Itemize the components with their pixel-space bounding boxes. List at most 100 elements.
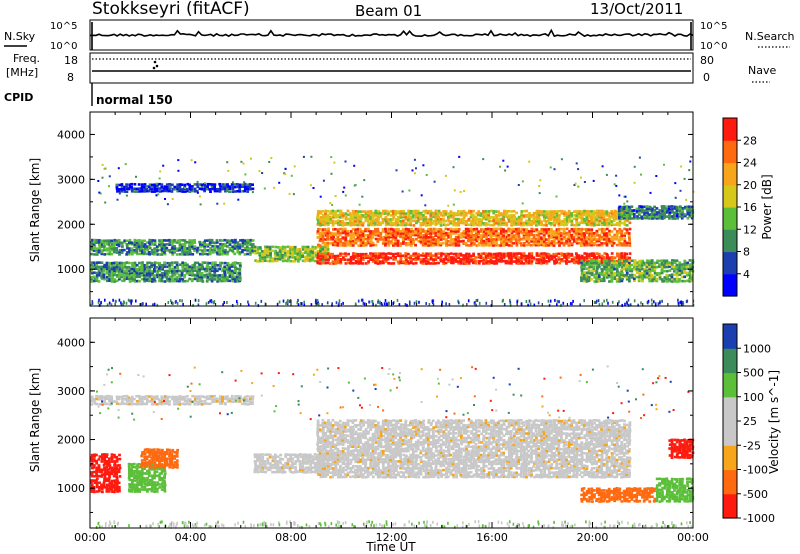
heatmap-cell-6	[369, 223, 373, 227]
heatmap-cell-1	[201, 280, 205, 283]
heatmap-cell-5	[608, 237, 611, 241]
heatmap-cell-7	[653, 265, 657, 269]
heatmap-cell-7	[633, 279, 636, 283]
heatmap-cell-7	[612, 263, 616, 267]
heatmap-cell-4	[374, 258, 378, 261]
heatmap-cell-1	[155, 261, 159, 265]
heatmap-cell-5	[377, 231, 380, 235]
heatmap-cell-5	[469, 234, 473, 237]
heatmap-cell-5	[603, 228, 607, 231]
heatmap-cell-6	[329, 212, 332, 215]
heatmap-cell-6	[552, 221, 556, 225]
heatmap-cell-6	[462, 220, 465, 223]
heatmap-cell-5	[479, 235, 483, 239]
heatmap-cell-5	[323, 244, 327, 247]
heatmap-cell-4	[602, 256, 606, 259]
heatmap-cell-1	[233, 275, 237, 279]
heatmap-cell-4	[545, 260, 548, 263]
heatmap-cell-2	[118, 188, 121, 191]
heatmap-cell-6	[547, 219, 551, 223]
heatmap-cell-5	[502, 232, 506, 235]
heatmap-cell-4	[394, 258, 397, 261]
heatmap-cell-5	[618, 241, 622, 245]
heatmap-cell-5	[540, 239, 543, 243]
heatmap-cell-3	[321, 248, 325, 251]
heatmap-cell-0	[108, 252, 112, 256]
heatmap-cell-4	[351, 254, 355, 258]
heatmap-cell-5	[359, 236, 363, 239]
heatmap-cell-4	[442, 257, 446, 261]
heatmap-cell-5	[377, 237, 381, 241]
ground-scatter-cell	[106, 303, 109, 307]
heatmap-cell-7	[597, 277, 601, 280]
heatmap-cell-6	[331, 211, 335, 215]
heatmap-cell-2	[213, 185, 216, 189]
heatmap-cell-5	[522, 228, 526, 231]
heatmap-cell-5	[514, 237, 518, 241]
heatmap-cell-8	[690, 212, 694, 216]
heatmap-cell-3	[293, 245, 297, 249]
heatmap-cell-3	[298, 250, 302, 253]
heatmap-cell-5	[513, 234, 516, 237]
heatmap-cell-4	[489, 258, 493, 261]
heatmap-cell-7	[680, 265, 684, 269]
ground-scatter-cell	[209, 299, 211, 303]
heatmap-cell-1	[196, 274, 199, 277]
ground-scatter-cell	[192, 303, 194, 307]
heatmap-cell-7	[580, 259, 584, 262]
heatmap-cell-5	[570, 229, 574, 233]
heatmap-cell-4	[351, 262, 355, 265]
heatmap-cell-5	[475, 227, 479, 231]
heatmap-cell-0	[97, 488, 101, 491]
heatmap-cell-7	[600, 279, 603, 283]
heatmap-cell-0	[193, 247, 197, 250]
heatmap-cell-4	[477, 252, 481, 256]
heatmap-cell-0	[251, 239, 255, 242]
heatmap-cell-1	[102, 265, 106, 269]
heatmap-cell-5	[318, 239, 322, 243]
heatmap-cell-0	[126, 251, 129, 254]
heatmap-cell-1	[186, 269, 189, 273]
heatmap-cell-5	[492, 227, 496, 231]
heatmap-cell-1	[221, 269, 224, 273]
heatmap-cell-0	[115, 477, 119, 480]
heatmap-cell-5	[625, 228, 629, 231]
ground-scatter-cell	[236, 299, 238, 303]
heatmap-cell-1	[160, 278, 164, 281]
heatmap-cell-1	[108, 269, 112, 273]
heatmap-cell-6	[582, 213, 586, 217]
heatmap-cell-5	[492, 232, 496, 235]
heatmap-cell-5	[414, 233, 417, 237]
heatmap-cell-6	[612, 223, 616, 226]
heatmap-cell-6	[452, 219, 456, 223]
heatmap-cell-5	[392, 244, 395, 247]
heatmap-cell-0	[113, 470, 117, 474]
heatmap-cell-0	[102, 247, 106, 250]
ground-scatter-cell	[607, 301, 609, 305]
heatmap-cell-5	[519, 230, 523, 233]
heatmap-cell-0	[218, 253, 221, 256]
heatmap-cell-2	[137, 183, 141, 186]
heatmap-cell-0	[95, 474, 99, 478]
heatmap-cell-1	[120, 270, 124, 273]
heatmap-cell-2	[190, 189, 194, 193]
heatmap-cell-6	[482, 214, 486, 217]
heatmap-cell-6	[527, 223, 531, 227]
ground-scatter-cell	[572, 299, 574, 303]
ground-scatter-cell	[142, 302, 144, 306]
heatmap-cell-7	[690, 275, 694, 279]
heatmap-cell-6	[480, 212, 483, 215]
heatmap-cell-3	[259, 247, 263, 251]
heatmap-cell-7	[580, 269, 584, 272]
heatmap-cell-1	[196, 275, 199, 279]
scatter-cell	[395, 169, 398, 172]
heatmap-cell-0	[93, 459, 97, 463]
heatmap-cell-8	[648, 205, 652, 209]
heatmap-cell-8	[675, 210, 679, 214]
colorbar-tick-label: 16	[743, 201, 757, 214]
heatmap-cell-3	[271, 257, 275, 260]
heatmap-cell-8	[660, 211, 664, 214]
heatmap-cell-5	[598, 228, 601, 231]
freq-unit-label: [MHz]	[6, 66, 38, 79]
heatmap-cell-1	[186, 263, 189, 267]
